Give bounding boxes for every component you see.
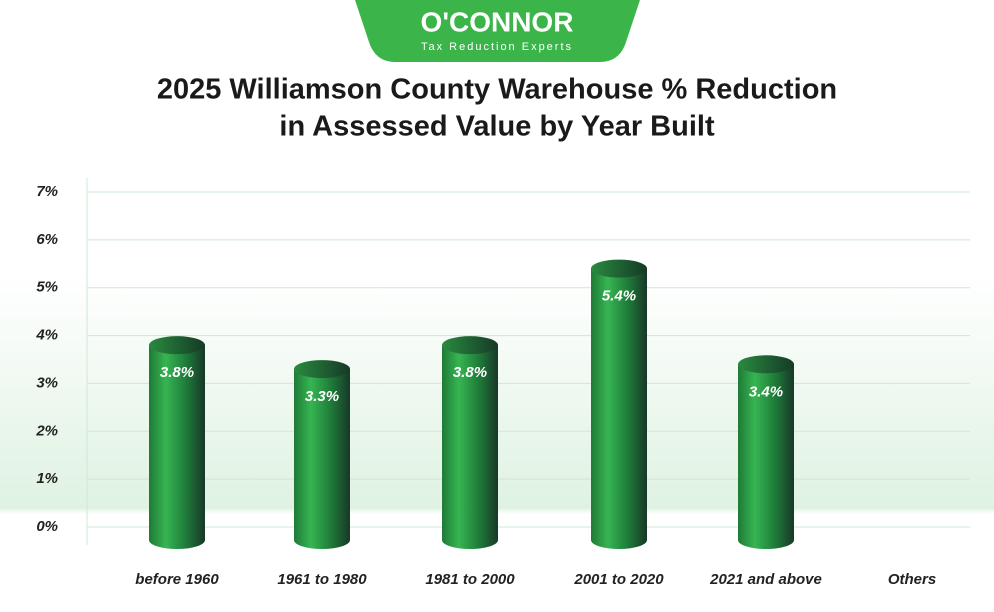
- x-tick-label: before 1960: [135, 571, 219, 588]
- bar-group: [294, 360, 350, 549]
- y-tick-label: 5%: [36, 279, 58, 296]
- logo-name: O'CONNOR: [421, 6, 574, 37]
- bar-cap: [294, 360, 350, 379]
- value-label: 5.4%: [602, 288, 636, 305]
- y-tick-label: 0%: [36, 518, 58, 535]
- bar: [149, 345, 205, 540]
- y-tick-label: 7%: [36, 183, 58, 200]
- bar-group: [591, 259, 647, 549]
- bar: [442, 345, 498, 540]
- bar: [294, 369, 350, 540]
- value-label: 3.8%: [160, 364, 194, 381]
- logo-tab: [355, 0, 640, 62]
- bar-base: [149, 531, 205, 549]
- y-tick-label: 3%: [36, 374, 58, 391]
- bar-cap: [738, 355, 794, 374]
- value-label: 3.8%: [453, 364, 487, 381]
- y-tick-label: 6%: [36, 231, 58, 248]
- bar-base: [738, 531, 794, 549]
- chart-title: in Assessed Value by Year Built: [279, 111, 715, 143]
- y-tick-label: 2%: [35, 422, 58, 439]
- bar-cap: [591, 259, 647, 278]
- bar-base: [591, 531, 647, 549]
- bar-group: [738, 355, 794, 549]
- x-tick-label: 1981 to 2000: [425, 571, 515, 588]
- bar-group: [442, 336, 498, 549]
- x-tick-label: 2021 and above: [709, 571, 822, 588]
- logo-tagline: Tax Reduction Experts: [421, 41, 573, 53]
- y-tick-label: 1%: [36, 470, 58, 487]
- chart-title: 2025 Williamson County Warehouse % Reduc…: [157, 74, 837, 106]
- bar-cap: [442, 336, 498, 355]
- bar-base: [442, 531, 498, 549]
- bar: [738, 364, 794, 540]
- value-label: 3.3%: [305, 388, 339, 405]
- x-tick-label: Others: [888, 571, 936, 588]
- bar: [591, 268, 647, 540]
- x-tick-label: 1961 to 1980: [277, 571, 367, 588]
- x-tick-label: 2001 to 2020: [573, 571, 664, 588]
- bar-base: [294, 531, 350, 549]
- y-tick-label: 4%: [35, 327, 58, 344]
- bar-group: [149, 336, 205, 549]
- value-label: 3.4%: [749, 383, 783, 400]
- bar-cap: [149, 336, 205, 355]
